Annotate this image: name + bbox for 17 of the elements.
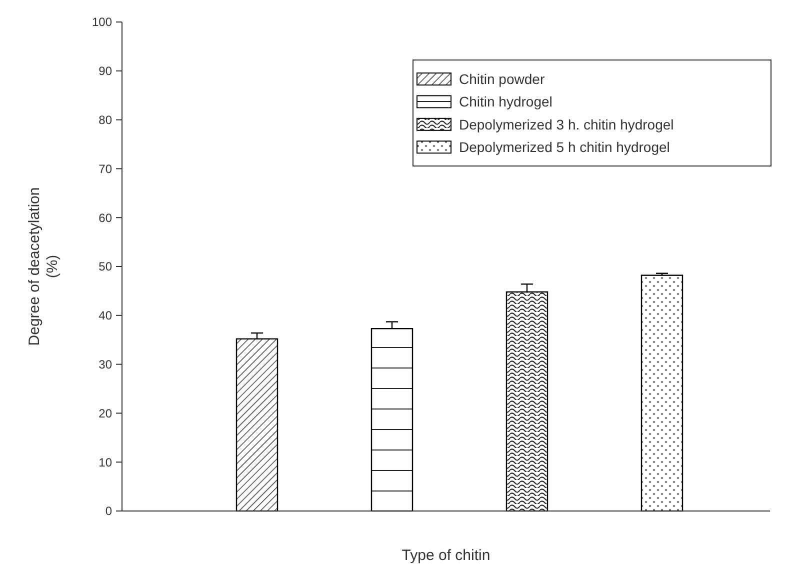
y-tick-label: 50 <box>98 260 112 274</box>
y-axis-title: Degree of deacetylation (%) <box>26 187 61 346</box>
y-tick-label: 100 <box>92 15 112 30</box>
y-tick-label: 40 <box>98 308 112 323</box>
legend-label: Chitin hydrogel <box>459 94 552 110</box>
y-tick-label: 0 <box>105 504 112 518</box>
legend-label: Depolymerized 3 h. chitin hydrogel <box>459 116 674 132</box>
y-tick-label: 70 <box>98 162 112 176</box>
x-axis-title: Type of chitin <box>402 547 490 564</box>
y-tick-label: 60 <box>98 210 112 225</box>
y-tick-label: 90 <box>98 64 112 78</box>
legend-label: Chitin powder <box>459 70 545 87</box>
y-tick-label: 20 <box>98 406 112 420</box>
legend-label: Depolymerized 5 h chitin hydrogel <box>459 139 670 155</box>
y-tick-label: 80 <box>98 113 112 127</box>
y-tick-label: 30 <box>98 358 112 372</box>
y-tick-label: 10 <box>98 455 112 470</box>
